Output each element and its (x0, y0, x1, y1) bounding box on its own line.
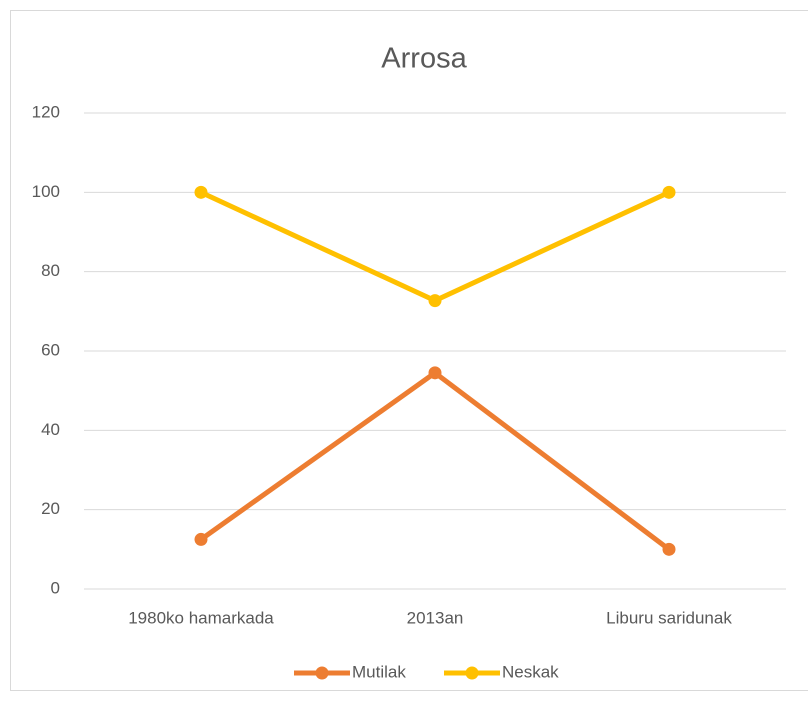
legend-marker (465, 666, 479, 680)
data-point (662, 542, 676, 556)
y-tick-label: 0 (51, 578, 60, 597)
y-tick-label: 20 (41, 499, 60, 518)
legend-label: Mutilak (352, 662, 406, 681)
legend-marker (315, 666, 329, 680)
y-tick-label: 100 (32, 182, 60, 201)
data-point (428, 366, 442, 380)
y-tick-label: 40 (41, 420, 60, 439)
y-tick-label: 60 (41, 340, 60, 359)
legend-label: Neskak (502, 662, 559, 681)
x-tick-label: 1980ko hamarkada (128, 608, 274, 627)
data-point (428, 294, 442, 308)
y-tick-label: 80 (41, 261, 60, 280)
data-point (194, 532, 208, 546)
x-tick-label: Liburu saridunak (606, 608, 732, 627)
y-tick-label: 120 (32, 102, 60, 121)
data-point (194, 185, 208, 199)
chart-title: Arrosa (381, 43, 467, 75)
data-point (662, 185, 676, 199)
x-tick-label: 2013an (407, 608, 464, 627)
